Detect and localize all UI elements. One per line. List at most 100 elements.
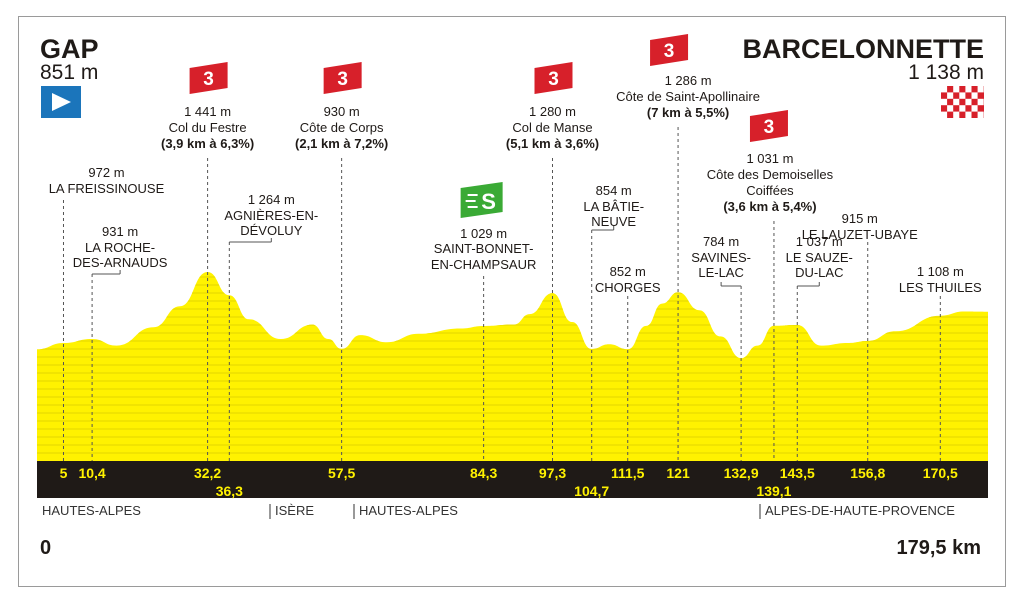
km-label: 10,4 bbox=[78, 465, 105, 481]
sprint-letter: S bbox=[481, 189, 496, 214]
sprint-altitude: 1 029 m bbox=[460, 226, 507, 241]
km-label: 139,1 bbox=[756, 483, 791, 499]
km-label: 111,5 bbox=[611, 465, 645, 481]
sprint-icon: S bbox=[460, 182, 503, 218]
sprint-name-line: SAINT-BONNET- bbox=[434, 241, 534, 256]
km-label: 36,3 bbox=[216, 483, 243, 499]
place-name-line: AGNIÈRES-EN- bbox=[224, 208, 318, 223]
climb-category: 3 bbox=[548, 69, 559, 90]
climb-stats: (2,1 km à 7,2%) bbox=[295, 136, 388, 151]
start-name: GAP bbox=[40, 34, 99, 64]
finish-flag-icon bbox=[941, 86, 984, 118]
climb-altitude: 1 286 m bbox=[665, 73, 712, 88]
place-marker: 972 mLA FREISSINOUSE bbox=[49, 165, 165, 196]
climb-stats: (5,1 km à 3,6%) bbox=[506, 136, 599, 151]
climb-category: 3 bbox=[203, 69, 214, 90]
climb-category-badge: 3 bbox=[650, 34, 689, 66]
climb-name: Col de Manse bbox=[512, 120, 592, 135]
place-name-line: SAVINES- bbox=[691, 250, 751, 265]
climb-category-badge: 3 bbox=[534, 62, 573, 94]
km-label: 132,9 bbox=[724, 465, 759, 481]
place-altitude: 972 m bbox=[88, 165, 124, 180]
department-label: HAUTES-ALPES bbox=[42, 503, 141, 518]
km-label: 97,3 bbox=[539, 465, 566, 481]
place-name: LA FREISSINOUSE bbox=[49, 181, 165, 196]
place-marker: 931 mLA ROCHE-DES-ARNAUDS bbox=[73, 224, 168, 270]
place-altitude: 1 264 m bbox=[248, 192, 295, 207]
climb-category: 3 bbox=[764, 117, 775, 138]
place-name: CHORGES bbox=[595, 280, 661, 295]
sprint-name-line: EN-CHAMPSAUR bbox=[431, 257, 536, 272]
place-name-line: LE SAUZE- bbox=[786, 250, 853, 265]
place-name-line: LE-LAC bbox=[698, 265, 744, 280]
climb-altitude: 1 031 m bbox=[746, 151, 793, 166]
place-altitude: 1 108 m bbox=[917, 264, 964, 279]
marker-lines bbox=[62, 127, 941, 461]
km-label: 104,7 bbox=[574, 483, 609, 499]
km-label: 32,2 bbox=[194, 465, 221, 481]
place-altitude: 854 m bbox=[596, 183, 632, 198]
place-name: LE LAUZET-UBAYE bbox=[802, 227, 918, 242]
department-row: HAUTES-ALPES ISÈRE HAUTES-ALPES ALPES-DE… bbox=[42, 503, 955, 519]
km-label: 143,5 bbox=[780, 465, 815, 481]
km-label: 57,5 bbox=[328, 465, 355, 481]
place-name-line: DU-LAC bbox=[795, 265, 843, 280]
climb-name-line: Coiffées bbox=[746, 183, 794, 198]
total-start: 0 bbox=[40, 537, 51, 559]
climb-stats: (3,9 km à 6,3%) bbox=[161, 136, 254, 151]
climb-category-badge: 3 bbox=[189, 62, 228, 94]
place-name-line: DÉVOLUY bbox=[240, 223, 302, 238]
place-altitude: 1 037 m bbox=[796, 234, 843, 249]
finish-name: BARCELONNETTE bbox=[743, 34, 985, 64]
place-altitude: 931 m bbox=[102, 224, 138, 239]
place-name-line: LA ROCHE- bbox=[85, 240, 155, 255]
climb-stats: (3,6 km à 5,4%) bbox=[723, 199, 816, 214]
km-label: 5 bbox=[60, 465, 68, 481]
climb-category: 3 bbox=[337, 69, 348, 90]
start-flag-icon bbox=[41, 86, 81, 118]
distance-strip bbox=[37, 461, 988, 498]
elevation-profile bbox=[37, 272, 988, 461]
place-name-line: NEUVE bbox=[591, 214, 636, 229]
climb-name: Col du Festre bbox=[169, 120, 247, 135]
climb-category-badge: 3 bbox=[323, 62, 362, 94]
profile-area bbox=[37, 272, 988, 461]
department-label: ALPES-DE-HAUTE-PROVENCE bbox=[765, 503, 955, 518]
km-label: 170,5 bbox=[923, 465, 958, 481]
distance-labels: 32,2 57,5 97,3 121 139,1 84,3 5 10,4 36,3 104,711… bbox=[60, 465, 958, 499]
climb-altitude: 930 m bbox=[324, 104, 360, 119]
climb-category-badge: 3 bbox=[749, 110, 788, 142]
place-marker: 854 mLA BÂTIE-NEUVE bbox=[583, 183, 644, 229]
climb-name: Côte de Corps bbox=[300, 120, 384, 135]
km-label: 156,8 bbox=[850, 465, 885, 481]
start-altitude: 851 m bbox=[40, 61, 98, 84]
place-altitude: 915 m bbox=[842, 211, 878, 226]
climb-altitude: 1 280 m bbox=[529, 104, 576, 119]
total-distance: 179,5 km bbox=[896, 537, 981, 559]
km-label: 121 bbox=[666, 465, 690, 481]
place-altitude: 784 m bbox=[703, 234, 739, 249]
department-label: ISÈRE bbox=[275, 503, 314, 518]
place-marker: 915 mLE LAUZET-UBAYE bbox=[802, 211, 918, 242]
place-name-line: LA BÂTIE- bbox=[583, 199, 644, 214]
climb-category: 3 bbox=[664, 41, 675, 62]
place-altitude: 852 m bbox=[610, 264, 646, 279]
place-name-line: DES-ARNAUDS bbox=[73, 255, 168, 270]
climb-altitude: 1 441 m bbox=[184, 104, 231, 119]
climb-name: Côte de Saint-Apollinaire bbox=[616, 89, 760, 104]
climb-name-line: Côte des Demoiselles bbox=[707, 167, 834, 182]
km-label: 84,3 bbox=[470, 465, 497, 481]
department-label: HAUTES-ALPES bbox=[359, 503, 458, 518]
